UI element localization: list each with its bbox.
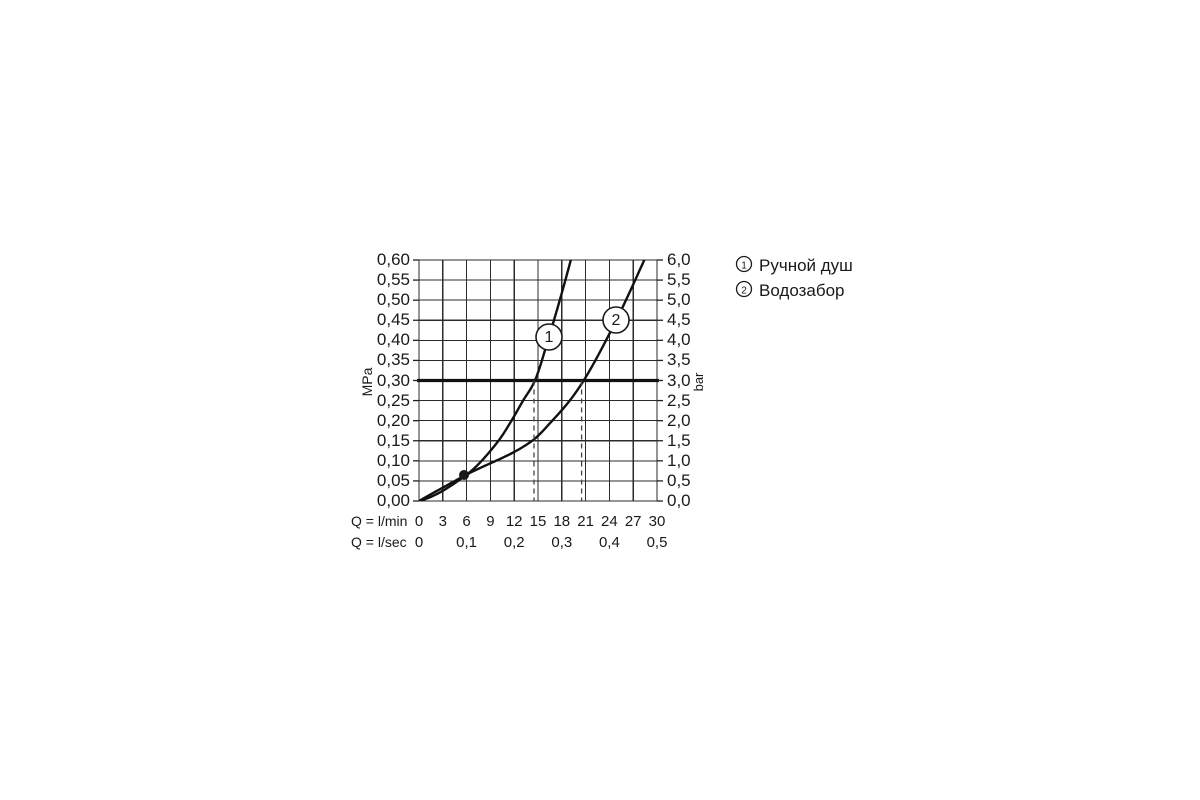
svg-text:Водозабор: Водозабор: [759, 281, 845, 300]
svg-text:0,45: 0,45: [377, 310, 410, 329]
svg-text:21: 21: [577, 513, 594, 530]
svg-text:2: 2: [741, 286, 747, 297]
svg-text:0,4: 0,4: [599, 534, 620, 551]
svg-text:3: 3: [439, 513, 447, 530]
svg-text:0,0: 0,0: [667, 491, 691, 510]
svg-text:0,25: 0,25: [377, 391, 410, 410]
svg-text:12: 12: [506, 513, 523, 530]
svg-text:18: 18: [553, 513, 570, 530]
svg-text:1: 1: [741, 261, 747, 272]
svg-text:5,0: 5,0: [667, 290, 691, 309]
svg-text:bar: bar: [691, 372, 706, 391]
svg-text:0,40: 0,40: [377, 330, 410, 349]
svg-text:27: 27: [625, 513, 642, 530]
svg-text:0,60: 0,60: [377, 250, 410, 269]
svg-text:0,20: 0,20: [377, 411, 410, 430]
svg-text:30: 30: [649, 513, 666, 530]
svg-text:0,10: 0,10: [377, 451, 410, 470]
svg-text:0: 0: [415, 534, 423, 551]
svg-text:6: 6: [462, 513, 470, 530]
svg-text:0,35: 0,35: [377, 350, 410, 369]
svg-text:24: 24: [601, 513, 618, 530]
svg-text:0,5: 0,5: [647, 534, 668, 551]
svg-text:4,0: 4,0: [667, 330, 691, 349]
svg-text:0,55: 0,55: [377, 270, 410, 289]
svg-text:15: 15: [530, 513, 547, 530]
svg-text:0,2: 0,2: [504, 534, 525, 551]
svg-text:Q = l/min: Q = l/min: [351, 513, 407, 529]
svg-text:9: 9: [486, 513, 494, 530]
svg-text:1,0: 1,0: [667, 451, 691, 470]
svg-text:3,5: 3,5: [667, 350, 691, 369]
svg-text:0,00: 0,00: [377, 491, 410, 510]
svg-text:0,1: 0,1: [456, 534, 477, 551]
svg-text:0,15: 0,15: [377, 431, 410, 450]
svg-text:6,0: 6,0: [667, 250, 691, 269]
svg-text:1,5: 1,5: [667, 431, 691, 450]
svg-text:0: 0: [415, 513, 423, 530]
svg-text:1: 1: [545, 329, 554, 346]
svg-text:0,50: 0,50: [377, 290, 410, 309]
svg-text:2,0: 2,0: [667, 411, 691, 430]
svg-text:0,30: 0,30: [377, 371, 410, 390]
svg-text:0,05: 0,05: [377, 471, 410, 490]
svg-text:Ручной душ: Ручной душ: [759, 256, 853, 275]
svg-text:3,0: 3,0: [667, 371, 691, 390]
svg-text:Q = l/sec: Q = l/sec: [351, 534, 407, 550]
svg-text:4,5: 4,5: [667, 310, 691, 329]
svg-text:0,3: 0,3: [551, 534, 572, 551]
svg-text:0,5: 0,5: [667, 471, 691, 490]
svg-text:2,5: 2,5: [667, 391, 691, 410]
svg-text:MPa: MPa: [359, 367, 375, 396]
svg-text:2: 2: [612, 312, 621, 329]
svg-text:5,5: 5,5: [667, 270, 691, 289]
